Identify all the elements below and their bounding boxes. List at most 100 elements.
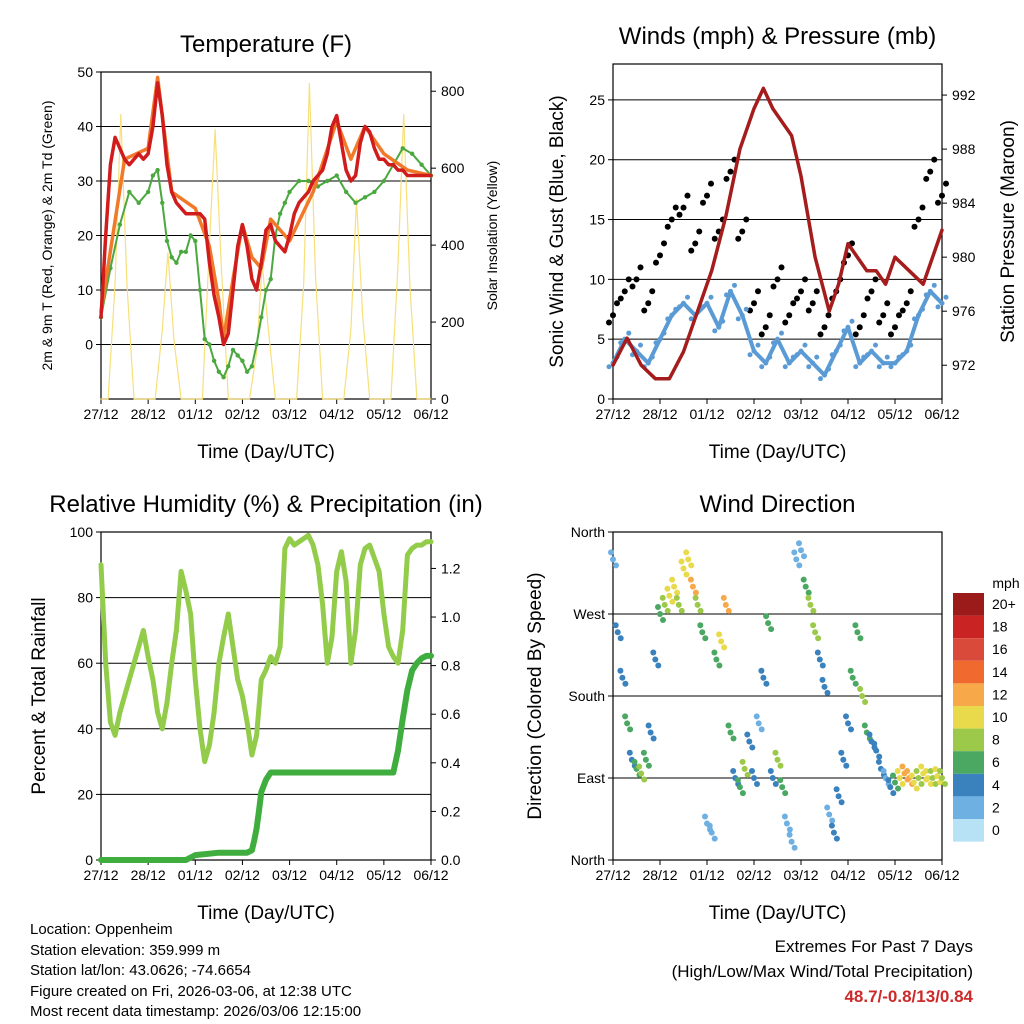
dewpoint-point [164,238,170,244]
winds-ylabel: Sonic Wind & Gust (Blue, Black) [547,95,568,367]
direction-point [812,629,819,636]
dewpoint-point [211,358,217,364]
direction-xtick-label: 01/12 [689,867,724,883]
direction-point [661,601,668,608]
sonic-wind-point [892,360,898,366]
direction-point [838,799,845,806]
gust-point [774,276,781,283]
colorbar-title: mph [992,575,1019,591]
sonic-wind-point [912,316,917,322]
direction-point [875,758,882,765]
sonic-wind-point [767,354,773,360]
gust-point [739,228,746,235]
winds-ylabel-right: Station Pressure (Maroon) [998,120,1019,343]
gust-point [907,288,914,295]
temperature-xtick-label: 01/12 [178,406,213,422]
sonic-wind-point [775,336,780,342]
direction-point [627,726,634,733]
sonic-wind-point [853,364,859,370]
gust-point [880,312,887,319]
direction-point [887,784,894,791]
direction-point [937,768,943,774]
colorbar-label: 10 [992,709,1008,725]
dewpoint-point [188,233,193,238]
winds-ytick-right-label: 984 [952,195,976,211]
sonic-wind-point [712,328,718,334]
dewpoint-point [249,364,255,369]
direction-point [816,656,823,663]
dewpoint-point [268,276,273,282]
direction-point [788,838,795,845]
direction-point [758,726,765,733]
sonic-wind-point [782,364,788,370]
direction-point [861,722,868,729]
gust-point [751,300,757,307]
sonic-wind-point [857,360,863,366]
colorbar-swatch [953,773,984,797]
sonic-wind-point [665,316,671,322]
direction-point [783,820,790,827]
direction-point [664,585,671,592]
sonic-wind-point [755,342,761,348]
direction-point [666,592,673,599]
dewpoint-point [230,347,236,353]
gust-point [762,324,769,331]
direction-frame [612,531,943,861]
direction-point [772,781,779,787]
colorbar-label: 0 [992,822,1000,838]
direction-point [876,753,883,760]
direction-point [647,729,654,736]
dewpoint-point [287,189,292,195]
direction-xtick-label: 27/12 [595,867,630,883]
sonic-wind-point [626,330,632,336]
direction-point [751,775,757,781]
direction-point [801,553,807,560]
dewpoint-point [400,146,405,151]
humidity-ytick-right-label: 0.4 [441,755,461,771]
humidity-ytick-label: 100 [70,524,94,540]
sonic-wind-point [681,300,686,306]
direction-point [702,635,709,642]
direction-point [828,822,835,829]
direction-point [734,777,741,784]
direction-point [725,607,732,614]
direction-point [843,713,849,720]
direction-point [716,662,723,669]
direction-point [805,594,812,601]
gust-point [696,228,703,235]
sonic-wind-point [873,342,878,348]
sonic-wind-point [720,318,726,324]
winds-ytick-right-label: 976 [952,303,976,319]
humidity-line [98,532,434,765]
direction-point [915,775,922,781]
gust-point [664,223,671,230]
humidity-ytick-right-label: 1.2 [441,560,461,576]
humidity-ytick-label: 60 [77,655,93,671]
dewpoint-point [226,364,231,369]
colorbar-swatch [953,638,984,661]
sonic-wind-point [943,294,949,300]
winds-xtick-label: 06/12 [924,406,959,422]
direction-point [683,549,690,556]
direction-point [862,699,869,705]
dewpoint-point [409,151,415,156]
gust-point [672,204,679,211]
winds-ytick-label: 0 [597,391,605,407]
direction-point [913,768,920,774]
direction-point [657,611,663,617]
dewpoint-point [343,189,349,195]
gust-point [668,216,675,223]
direction-point [610,556,616,563]
sonic-wind-point [728,288,733,294]
temperature-xtick-label: 28/12 [131,406,166,422]
direction-point [692,589,699,596]
direction-point [800,576,807,583]
direction-xtick-label: 05/12 [877,867,912,883]
direction-point [791,549,798,556]
direction-point [833,786,840,793]
direction-xtick-label: 28/12 [642,867,677,883]
sonic-wind-point [657,336,663,342]
direction-point [899,763,906,770]
colorbar-swatch [953,593,984,616]
temperature-xtick-label: 04/12 [319,406,354,422]
